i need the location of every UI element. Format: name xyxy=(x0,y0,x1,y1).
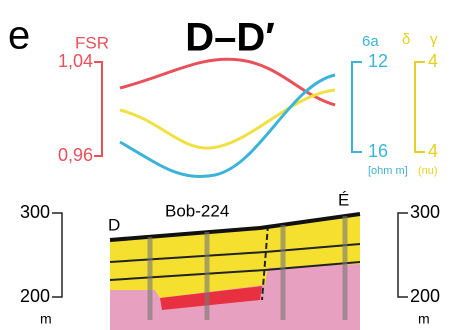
section-left-end: D xyxy=(108,215,120,234)
yel-bottom: 4 xyxy=(428,141,438,161)
fsr-label: FSR xyxy=(75,33,109,52)
fsr-bracket xyxy=(94,62,102,156)
depth-left-bottom: 200 xyxy=(20,286,50,306)
depth-left-unit: m xyxy=(40,311,52,327)
res-top: 12 xyxy=(368,51,388,71)
panel-letter: e xyxy=(8,14,30,58)
yel-label-2: γ xyxy=(430,31,438,48)
yel-unit: (nu) xyxy=(418,165,438,177)
yel-bracket xyxy=(415,62,425,152)
res-bottom: 16 xyxy=(368,141,388,161)
yel-top: 4 xyxy=(428,51,438,71)
depth-right-bracket xyxy=(398,213,408,297)
gamma-curve xyxy=(120,90,335,148)
depth-right-bottom: 200 xyxy=(410,286,440,306)
yel-label-1: δ xyxy=(402,31,410,48)
depth-right-top: 300 xyxy=(410,202,440,222)
depth-right-unit: m xyxy=(418,311,430,327)
cross-section xyxy=(110,214,360,330)
fsr-top: 1,04 xyxy=(58,51,93,71)
fsr-curve xyxy=(120,59,335,105)
fsr-bottom: 0,96 xyxy=(58,145,93,165)
well-label: Bob-224 xyxy=(165,201,229,220)
res-bracket xyxy=(352,62,362,152)
res-label: 6a xyxy=(362,33,379,50)
depth-left-top: 300 xyxy=(20,202,50,222)
depth-left-bracket xyxy=(52,213,62,297)
section-right-end: É xyxy=(338,190,349,209)
figure: e D–D′ FSR 1,04 0,96 6a 12 16 [ohm m] δ … xyxy=(0,0,455,330)
title: D–D′ xyxy=(185,16,275,60)
res-unit: [ohm m] xyxy=(368,165,408,177)
